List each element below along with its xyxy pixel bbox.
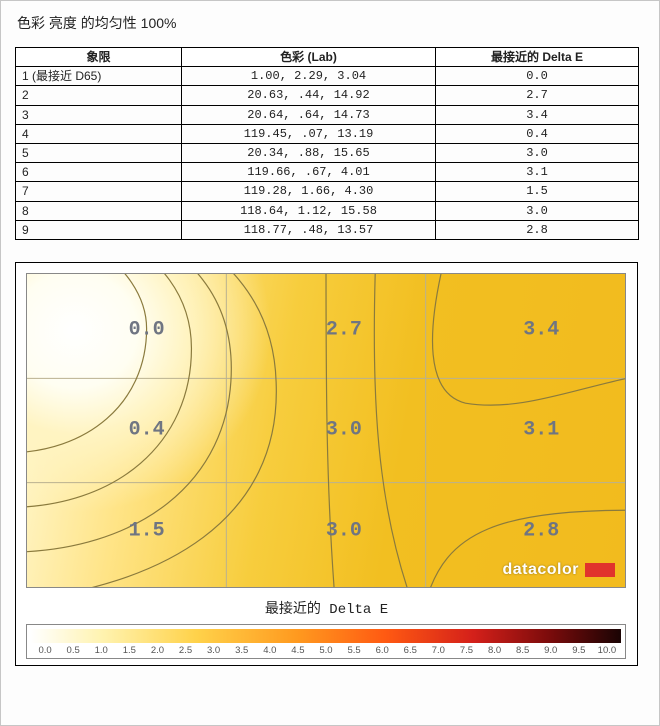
scale-tick: 2.5 xyxy=(171,645,199,656)
cell-deltae: 2.7 xyxy=(436,86,639,105)
scale-tick: 4.0 xyxy=(256,645,284,656)
col-quadrant: 象限 xyxy=(16,48,182,67)
scale-gradient-bar xyxy=(31,629,621,643)
table-row: 7 119.28, 1.66, 4.301.5 xyxy=(16,182,639,201)
cell-quadrant: 8 xyxy=(16,201,182,220)
scale-tick: 1.0 xyxy=(87,645,115,656)
cell-value: 1.5 xyxy=(129,519,165,542)
page-root: 色彩 亮度 的均匀性 100% 象限 色彩 (Lab) 最接近的 Delta E… xyxy=(0,0,660,726)
cell-lab: 20.63, .44, 14.92 xyxy=(182,86,436,105)
cell-deltae: 3.1 xyxy=(436,163,639,182)
cell-deltae: 1.5 xyxy=(436,182,639,201)
table-header-row: 象限 色彩 (Lab) 最接近的 Delta E xyxy=(16,48,639,67)
cell-lab: 118.77, .48, 13.57 xyxy=(182,220,436,239)
table-row: 5 20.34, .88, 15.653.0 xyxy=(16,143,639,162)
scale-tick: 5.0 xyxy=(312,645,340,656)
scale-tick: 8.0 xyxy=(481,645,509,656)
cell-quadrant: 4 xyxy=(16,124,182,143)
col-deltae: 最接近的 Delta E xyxy=(436,48,639,67)
cell-deltae: 0.4 xyxy=(436,124,639,143)
cell-value: 3.1 xyxy=(523,419,559,442)
cell-lab: 20.64, .64, 14.73 xyxy=(182,105,436,124)
scale-tick: 1.5 xyxy=(115,645,143,656)
scale-tick: 5.5 xyxy=(340,645,368,656)
scale-tick: 6.5 xyxy=(396,645,424,656)
scale-tick: 9.0 xyxy=(537,645,565,656)
scale-tick: 0.5 xyxy=(59,645,87,656)
table-row: 8 118.64, 1.12, 15.583.0 xyxy=(16,201,639,220)
scale-tick: 0.0 xyxy=(31,645,59,656)
cell-quadrant: 3 xyxy=(16,105,182,124)
scale-tick: 7.5 xyxy=(452,645,480,656)
brand-swatch xyxy=(585,563,615,577)
cell-quadrant: 1 (最接近 D65) xyxy=(16,67,182,86)
scale-tick: 7.0 xyxy=(424,645,452,656)
scale-ticks: 0.00.51.01.52.02.53.03.54.04.55.05.56.06… xyxy=(31,645,621,656)
cell-deltae: 3.0 xyxy=(436,201,639,220)
cell-deltae: 3.4 xyxy=(436,105,639,124)
cell-lab: 119.28, 1.66, 4.30 xyxy=(182,182,436,201)
scale-tick: 9.5 xyxy=(565,645,593,656)
color-scale: 0.00.51.01.52.02.53.03.54.04.55.05.56.06… xyxy=(26,624,626,659)
scale-tick: 4.5 xyxy=(284,645,312,656)
brand-mark: datacolor xyxy=(502,561,615,579)
brand-text: datacolor xyxy=(502,561,579,579)
cell-quadrant: 2 xyxy=(16,86,182,105)
cell-quadrant: 7 xyxy=(16,182,182,201)
cell-deltae: 3.0 xyxy=(436,143,639,162)
cell-lab: 20.34, .88, 15.65 xyxy=(182,143,436,162)
cell-deltae: 2.8 xyxy=(436,220,639,239)
table-row: 2 20.63, .44, 14.922.7 xyxy=(16,86,639,105)
cell-value: 0.0 xyxy=(129,319,165,342)
cell-value: 2.7 xyxy=(326,319,362,342)
table-row: 9 118.77, .48, 13.572.8 xyxy=(16,220,639,239)
table-row: 3 20.64, .64, 14.733.4 xyxy=(16,105,639,124)
cell-lab: 1.00, 2.29, 3.04 xyxy=(182,67,436,86)
cell-value: 0.4 xyxy=(129,419,165,442)
cell-value: 3.0 xyxy=(326,419,362,442)
cell-deltae: 0.0 xyxy=(436,67,639,86)
scale-tick: 6.0 xyxy=(368,645,396,656)
table-body: 1 (最接近 D65) 1.00, 2.29, 3.040.02 20.63, … xyxy=(16,67,639,240)
scale-tick: 2.0 xyxy=(143,645,171,656)
uniformity-table: 象限 色彩 (Lab) 最接近的 Delta E 1 (最接近 D65) 1.0… xyxy=(15,47,639,240)
table-row: 1 (最接近 D65) 1.00, 2.29, 3.040.0 xyxy=(16,67,639,86)
cell-value: 2.8 xyxy=(523,519,559,542)
table-row: 4 119.45, .07, 13.190.4 xyxy=(16,124,639,143)
col-lab: 色彩 (Lab) xyxy=(182,48,436,67)
cell-value: 3.4 xyxy=(523,319,559,342)
page-title: 色彩 亮度 的均匀性 100% xyxy=(17,13,645,33)
cell-lab: 119.66, .67, 4.01 xyxy=(182,163,436,182)
scale-tick: 3.0 xyxy=(200,645,228,656)
cell-quadrant: 9 xyxy=(16,220,182,239)
scale-tick: 8.5 xyxy=(509,645,537,656)
chart-caption: 最接近的 Delta E xyxy=(26,598,627,618)
cell-lab: 119.45, .07, 13.19 xyxy=(182,124,436,143)
cell-lab: 118.64, 1.12, 15.58 xyxy=(182,201,436,220)
chart-panel: datacolor 0.0 2.7 3.4 0.4 3.0 3.1 1.5 3.0 2.8 最接… xyxy=(15,262,638,666)
scale-tick: 10.0 xyxy=(593,645,621,656)
cell-value: 3.0 xyxy=(326,519,362,542)
cell-quadrant: 6 xyxy=(16,163,182,182)
scale-tick: 3.5 xyxy=(228,645,256,656)
table-row: 6 119.66, .67, 4.013.1 xyxy=(16,163,639,182)
cell-quadrant: 5 xyxy=(16,143,182,162)
contour-heatmap: datacolor 0.0 2.7 3.4 0.4 3.0 3.1 1.5 3.0 2.8 xyxy=(26,273,626,588)
